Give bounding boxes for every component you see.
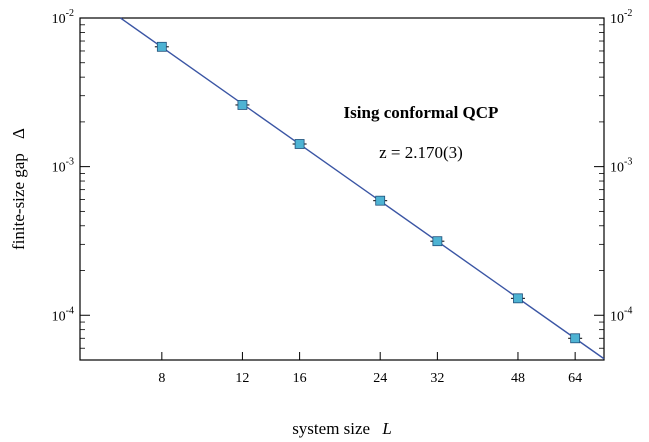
annotation-exponent: z = 2.170(3) bbox=[379, 143, 463, 162]
x-axis-title-text: system size bbox=[292, 419, 370, 438]
data-marker bbox=[432, 236, 443, 247]
x-tick-label-64: 64 bbox=[568, 371, 582, 386]
annotation-label: Ising conformal QCP bbox=[344, 103, 499, 122]
data-marker bbox=[570, 333, 581, 344]
data-marker bbox=[237, 100, 248, 110]
data-point-L48 bbox=[510, 293, 525, 304]
y-axis-title-symbol: Δ bbox=[9, 128, 28, 139]
data-marker bbox=[156, 41, 167, 52]
y-axis-title: finite-size gap Δ bbox=[9, 128, 28, 250]
plot-frame bbox=[79, 17, 605, 361]
fit-line bbox=[120, 17, 605, 360]
tick-layer bbox=[80, 17, 604, 361]
y-tick-label-right-2: 10-4 bbox=[610, 305, 632, 324]
y-tick-label-left-0: 10-2 bbox=[52, 8, 74, 27]
y-tick-label-left-1: 10-3 bbox=[52, 157, 74, 176]
y-tick-label-right-1: 10-3 bbox=[610, 157, 632, 176]
data-point-L8 bbox=[154, 41, 169, 52]
x-tick-label-24: 24 bbox=[373, 371, 387, 386]
x-axis-title-symbol: L bbox=[381, 419, 391, 438]
data-point-L12 bbox=[235, 100, 250, 110]
x-tick-label-12: 12 bbox=[235, 371, 249, 386]
data-point-L64 bbox=[568, 333, 583, 344]
x-tick-label-16: 16 bbox=[293, 371, 307, 386]
data-marker bbox=[294, 139, 305, 149]
x-tick-label-48: 48 bbox=[511, 371, 525, 386]
data-point-L16 bbox=[292, 139, 307, 149]
tick-label-layer: 8 12 16 24 32 48 64 10-2 10-2 10-3 10-3 10-4 10-4 bbox=[52, 8, 633, 386]
data-marker bbox=[513, 293, 523, 304]
y-tick-label-right-0: 10-2 bbox=[610, 8, 632, 27]
data-point-L32 bbox=[430, 236, 445, 247]
data-point-L24 bbox=[373, 195, 388, 206]
data-marker bbox=[375, 195, 386, 206]
y-axis-title-text: finite-size gap bbox=[9, 153, 28, 250]
x-tick-label-32: 32 bbox=[430, 371, 444, 386]
x-axis-title: system size L bbox=[292, 419, 392, 438]
x-tick-label-8: 8 bbox=[158, 371, 165, 386]
y-tick-label-left-2: 10-4 bbox=[52, 305, 74, 324]
marker-layer bbox=[154, 41, 583, 344]
fit-line-layer bbox=[120, 17, 605, 360]
